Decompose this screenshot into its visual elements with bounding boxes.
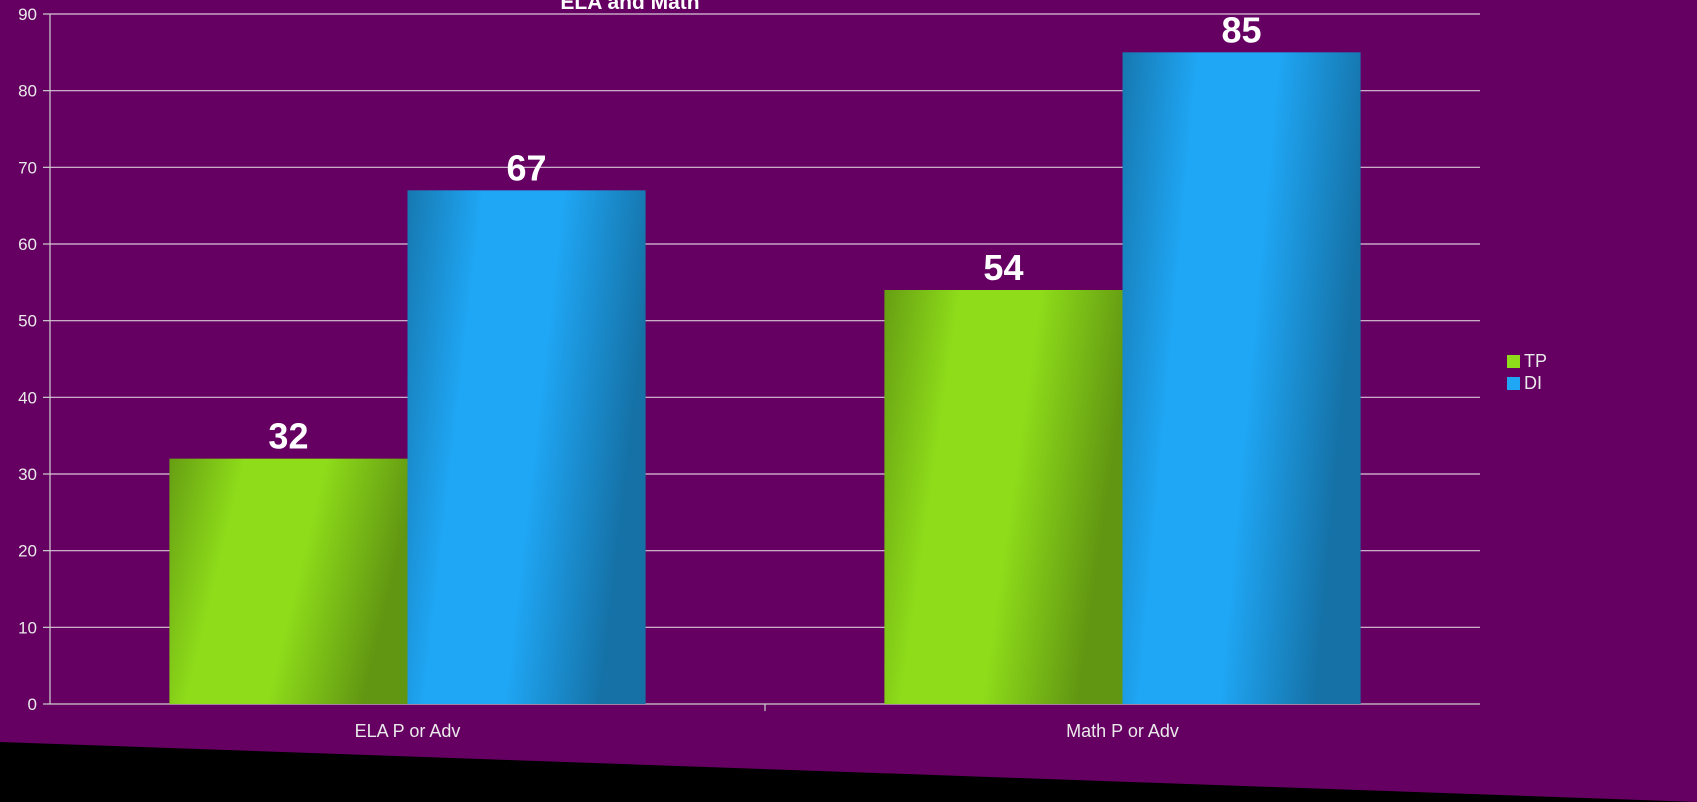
data-label: 85 — [1222, 9, 1262, 50]
legend-swatch-tp — [1507, 355, 1520, 368]
bar-di-2 — [1122, 52, 1361, 705]
y-tick-label: 30 — [18, 465, 37, 484]
y-tick-label: 70 — [18, 158, 37, 177]
y-tick-label: 40 — [18, 388, 37, 407]
data-label: 67 — [507, 147, 547, 188]
bar-di-1 — [407, 190, 646, 705]
y-tick-label: 90 — [18, 5, 37, 24]
legend-swatch-di — [1507, 377, 1520, 390]
y-tick-label: 80 — [18, 82, 37, 101]
chart-title: ELA and Math — [560, 0, 699, 14]
x-category-label: Math P or Adv — [1066, 721, 1179, 741]
data-label: 54 — [983, 247, 1023, 288]
legend-label-di: DI — [1524, 373, 1542, 393]
bar-tp-2 — [884, 290, 1123, 704]
y-tick-label: 0 — [28, 695, 37, 714]
y-tick-label: 50 — [18, 312, 37, 331]
axes: 0 10 20 30 40 50 60 70 80 90 ELA P or Adv Math P or… — [18, 5, 1480, 741]
y-tick-label: 20 — [18, 542, 37, 561]
bar-tp-1 — [169, 458, 408, 704]
y-tick-label: 60 — [18, 235, 37, 254]
legend-label-tp: TP — [1524, 351, 1547, 371]
y-tick-label: 10 — [18, 618, 37, 637]
data-label: 32 — [268, 416, 308, 457]
x-category-label: ELA P or Adv — [355, 721, 461, 741]
bars — [169, 52, 1361, 705]
data-labels: 32 67 54 85 — [268, 9, 1261, 456]
